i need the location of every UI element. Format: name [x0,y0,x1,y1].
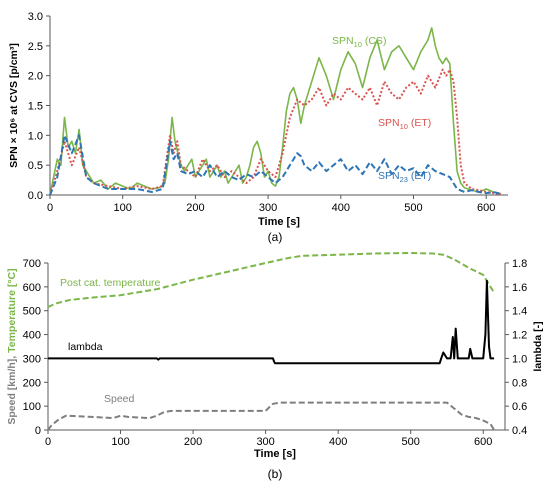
x-axis-title: Time [s] [254,448,296,460]
series-line-spn23-et- [49,134,501,196]
series-line-lambda [48,279,495,365]
y-axis-left-title-part: Speed [km/h], [6,353,18,425]
x-tick-label: 400 [332,202,350,214]
y-left-tick-label: 700 [23,258,41,270]
annotation-base: SPN [378,170,400,182]
annotation-suffix: (CS) [362,35,387,47]
y-axis-left-title: Speed [km/h], Temperature [°C] [6,268,18,424]
chart-a: 0.0 0.5 1.0 1.5 2.0 2.5 3.0 0 100 200 300 400 500 600… [8,11,508,244]
x-tick-label: 0 [45,436,51,448]
y-right-tick-label: 1.2 [512,330,527,342]
y-right-tick-label: 0.6 [512,401,527,413]
y-right-tick-label: 0.4 [512,425,527,437]
y-axis-left-title-part: [°C] [6,268,18,290]
x-tick-label: 200 [186,202,204,214]
series-annotation: SPN10 (CS) [332,35,386,49]
y-tick-label: 0.0 [28,190,43,202]
y-tick-label: 0.5 [28,160,43,172]
annotation-subscript: 10 [400,122,408,131]
y-right-tick-label: 1.8 [512,258,527,270]
y-left-tick-label: 0 [35,425,41,437]
y-right-tick-label: 1.0 [512,353,527,365]
annotation-suffix: (ET) [408,170,431,182]
x-tick-label: 100 [114,202,132,214]
y-tick-label: 2.0 [28,71,43,83]
y-left-tick-label: 100 [23,401,41,413]
annotation-subscript: 10 [354,40,362,49]
y-tick-label: 3.0 [28,11,43,23]
y-tick-label: 1.5 [28,101,43,113]
x-tick-label: 400 [329,436,347,448]
series-line-post-cat-temperature [47,252,495,309]
y-tick-label: 2.5 [28,41,43,53]
x-tick-label: 100 [111,436,129,448]
y-axis-left-title-part: Temperature [6,290,18,353]
y-right-tick-label: 0.8 [512,377,527,389]
x-tick-label: 0 [47,202,53,214]
y-left-tick-label: 400 [23,330,41,342]
annotation-base: SPN [378,117,400,129]
x-tick-label: 300 [256,436,274,448]
series-line-spn10-cs- [49,27,501,196]
series-annotation: SPN23 (ET) [378,170,431,184]
series-annotation: SPN10 (ET) [378,117,431,131]
y-right-tick-label: 1.4 [512,306,527,318]
series-annotation: lambda [68,341,103,353]
x-tick-label: 500 [404,202,422,214]
series-line-spn10-et- [49,68,501,196]
annotation-suffix: (ET) [408,117,431,129]
chart-b: 0 100 200 300 400 500 600 700 0.4 0.6 0.8 1.0 1.2 1.4… [6,252,544,481]
y-left-tick-label: 200 [23,377,41,389]
x-tick-label: 500 [402,436,420,448]
series-annotation: Post cat. temperature [60,277,161,289]
y-right-tick-label: 1.6 [512,282,527,294]
x-tick-label: 600 [474,436,492,448]
y-left-tick-label: 300 [23,353,41,365]
y-left-tick-label: 500 [23,306,41,318]
x-tick-label: 300 [259,202,277,214]
x-tick-label: 200 [184,436,202,448]
series-line-speed [47,401,495,431]
y-left-tick-label: 600 [23,282,41,294]
y-tick-label: 1.0 [28,130,43,142]
annotation-base: SPN [332,35,354,47]
x-tick-label: 600 [477,202,495,214]
x-axis-title: Time [s] [258,216,300,228]
y-axis-title: SPN × 10⁶ at CVS [p/cm³] [8,43,20,168]
panel-label: (b) [268,467,283,481]
panel-label: (a) [268,230,283,244]
y-axis-right-title: lambda [-] [532,321,544,371]
annotation-subscript: 23 [400,175,408,184]
series-annotation: Speed [104,393,135,405]
